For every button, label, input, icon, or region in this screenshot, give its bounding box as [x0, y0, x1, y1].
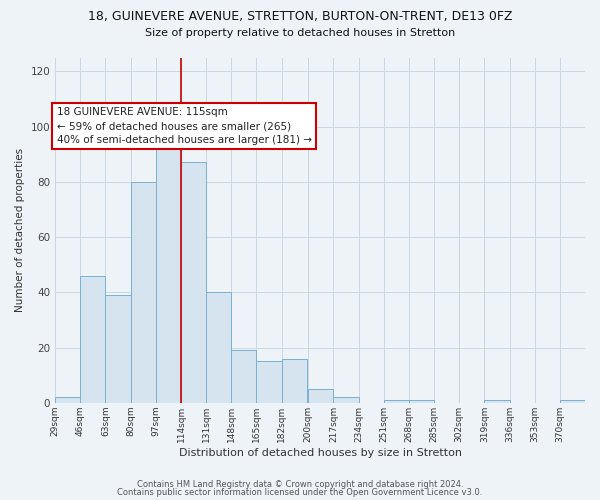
Text: Size of property relative to detached houses in Stretton: Size of property relative to detached ho…	[145, 28, 455, 38]
Bar	[384, 400, 409, 403]
Bar	[80, 276, 106, 403]
Bar	[409, 400, 434, 403]
Text: 18, GUINEVERE AVENUE, STRETTON, BURTON-ON-TRENT, DE13 0FZ: 18, GUINEVERE AVENUE, STRETTON, BURTON-O…	[88, 10, 512, 23]
Bar	[484, 400, 509, 403]
Bar	[334, 398, 359, 403]
Bar	[206, 292, 231, 403]
Bar	[131, 182, 156, 403]
Bar	[156, 126, 181, 403]
X-axis label: Distribution of detached houses by size in Stretton: Distribution of detached houses by size …	[179, 448, 461, 458]
Text: Contains HM Land Registry data © Crown copyright and database right 2024.: Contains HM Land Registry data © Crown c…	[137, 480, 463, 489]
Bar	[281, 358, 307, 403]
Text: Contains public sector information licensed under the Open Government Licence v3: Contains public sector information licen…	[118, 488, 482, 497]
Bar	[181, 162, 206, 403]
Bar	[308, 389, 334, 403]
Bar	[106, 295, 131, 403]
Text: 18 GUINEVERE AVENUE: 115sqm
← 59% of detached houses are smaller (265)
40% of se: 18 GUINEVERE AVENUE: 115sqm ← 59% of det…	[56, 107, 311, 145]
Bar	[256, 362, 281, 403]
Y-axis label: Number of detached properties: Number of detached properties	[15, 148, 25, 312]
Bar	[560, 400, 585, 403]
Bar	[231, 350, 256, 403]
Bar	[55, 398, 80, 403]
